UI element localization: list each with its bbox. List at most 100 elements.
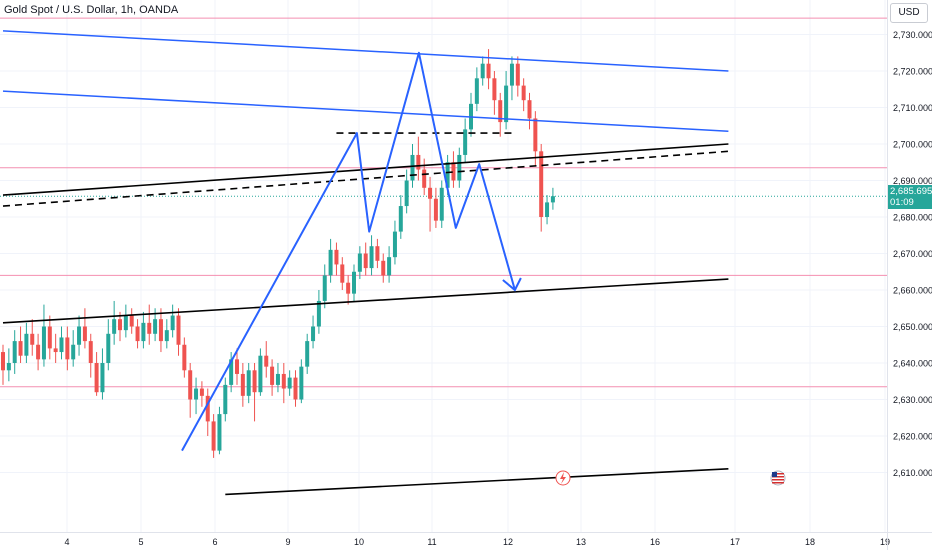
- candle-body: [123, 315, 128, 331]
- trendline: [2, 278, 729, 324]
- trendlines: [2, 30, 729, 496]
- candle-body: [82, 326, 87, 342]
- candle-body: [422, 169, 427, 188]
- candle-body: [457, 154, 462, 181]
- candle-body: [498, 100, 503, 123]
- x-tick-label: 18: [805, 537, 815, 547]
- candle-body: [217, 414, 222, 451]
- candle-body: [287, 377, 292, 389]
- us-flag-icon: [770, 470, 786, 486]
- candle-body: [322, 275, 327, 301]
- x-tick-label: 9: [285, 537, 290, 547]
- x-tick-label: 19: [880, 537, 890, 547]
- trendline: [2, 150, 729, 207]
- candle-body: [316, 300, 321, 327]
- candle-body: [392, 231, 397, 258]
- y-tick-label: 2,690.000: [893, 176, 932, 186]
- candle-body: [545, 202, 550, 217]
- candle-body: [170, 315, 175, 331]
- trendline: [2, 143, 729, 196]
- x-tick-label: 10: [354, 537, 364, 547]
- candle-body: [65, 337, 70, 360]
- candle-body: [504, 85, 509, 123]
- candle-body: [375, 246, 380, 261]
- candle-body: [141, 322, 146, 342]
- candle-body: [24, 333, 29, 356]
- y-tick-label: 2,680.000: [893, 213, 932, 223]
- candle-body: [387, 257, 392, 276]
- grid: [0, 0, 887, 532]
- chart-title: Gold Spot / U.S. Dollar, 1h, OANDA: [4, 4, 179, 16]
- candle-body: [129, 315, 134, 327]
- candle-body: [211, 421, 216, 451]
- candle-body: [521, 85, 526, 101]
- candle-body: [550, 196, 555, 203]
- candle-body: [41, 326, 46, 360]
- candle-body: [235, 359, 239, 374]
- candle-body: [252, 370, 257, 393]
- y-tick-label: 2,720.000: [893, 67, 932, 77]
- candle-body: [1, 352, 5, 371]
- candle-body: [352, 271, 356, 294]
- y-tick-label: 2,630.000: [893, 395, 932, 405]
- projection-line: [181, 51, 516, 452]
- event-icons: [555, 470, 786, 486]
- x-tick-label: 5: [138, 537, 143, 547]
- candle-body: [77, 326, 82, 345]
- currency-button[interactable]: USD: [890, 3, 928, 23]
- candle-body: [147, 322, 152, 334]
- candle-body: [18, 341, 23, 356]
- candle-body: [12, 341, 17, 363]
- candle-body: [492, 78, 497, 101]
- candle-body: [340, 264, 345, 283]
- candle-body: [533, 118, 538, 152]
- candle-body: [94, 363, 99, 393]
- x-tick-label: 4: [64, 537, 69, 547]
- candle-body: [246, 370, 251, 396]
- y-tick-label: 2,620.000: [893, 432, 932, 442]
- trendline: [225, 468, 729, 496]
- candle-body: [153, 319, 158, 334]
- candle-body: [188, 370, 193, 400]
- candle-body: [445, 162, 450, 188]
- candle-body: [275, 373, 280, 385]
- candle-body: [311, 326, 316, 342]
- x-tick-label: 17: [730, 537, 740, 547]
- candle-body: [264, 355, 269, 367]
- candle-body: [164, 330, 169, 342]
- x-tick-label: 12: [503, 537, 513, 547]
- last-price-tag: 2,685.695 01:09: [888, 185, 932, 209]
- candle-body: [539, 151, 544, 217]
- projection-path: [181, 51, 522, 452]
- candle-body: [363, 253, 368, 269]
- candle-body: [509, 63, 514, 86]
- lightning-icon: [555, 470, 571, 486]
- candle-body: [439, 187, 444, 221]
- x-tick-label: 6: [212, 537, 217, 547]
- candle-body: [293, 377, 298, 400]
- candle-body: [486, 63, 491, 79]
- candle-body: [6, 363, 11, 371]
- candle-body: [88, 341, 93, 363]
- candle-body: [433, 198, 438, 221]
- candle-body: [463, 129, 468, 155]
- candle-body: [398, 206, 403, 232]
- candle-body: [30, 333, 35, 345]
- candle-body: [176, 315, 181, 345]
- candle-body: [270, 366, 275, 385]
- candle-body: [205, 395, 210, 422]
- candle-body: [474, 78, 479, 104]
- candle-body: [428, 187, 433, 199]
- y-tick-label: 2,710.000: [893, 103, 932, 113]
- y-tick-label: 2,730.000: [893, 30, 932, 40]
- candle-body: [357, 253, 362, 272]
- candle-body: [112, 319, 117, 334]
- candle-body: [229, 359, 234, 385]
- y-tick-label: 2,610.000: [893, 468, 932, 478]
- candle-body: [158, 319, 163, 342]
- candle-body: [47, 326, 52, 349]
- candle-body: [334, 249, 339, 265]
- candle-body: [240, 373, 245, 396]
